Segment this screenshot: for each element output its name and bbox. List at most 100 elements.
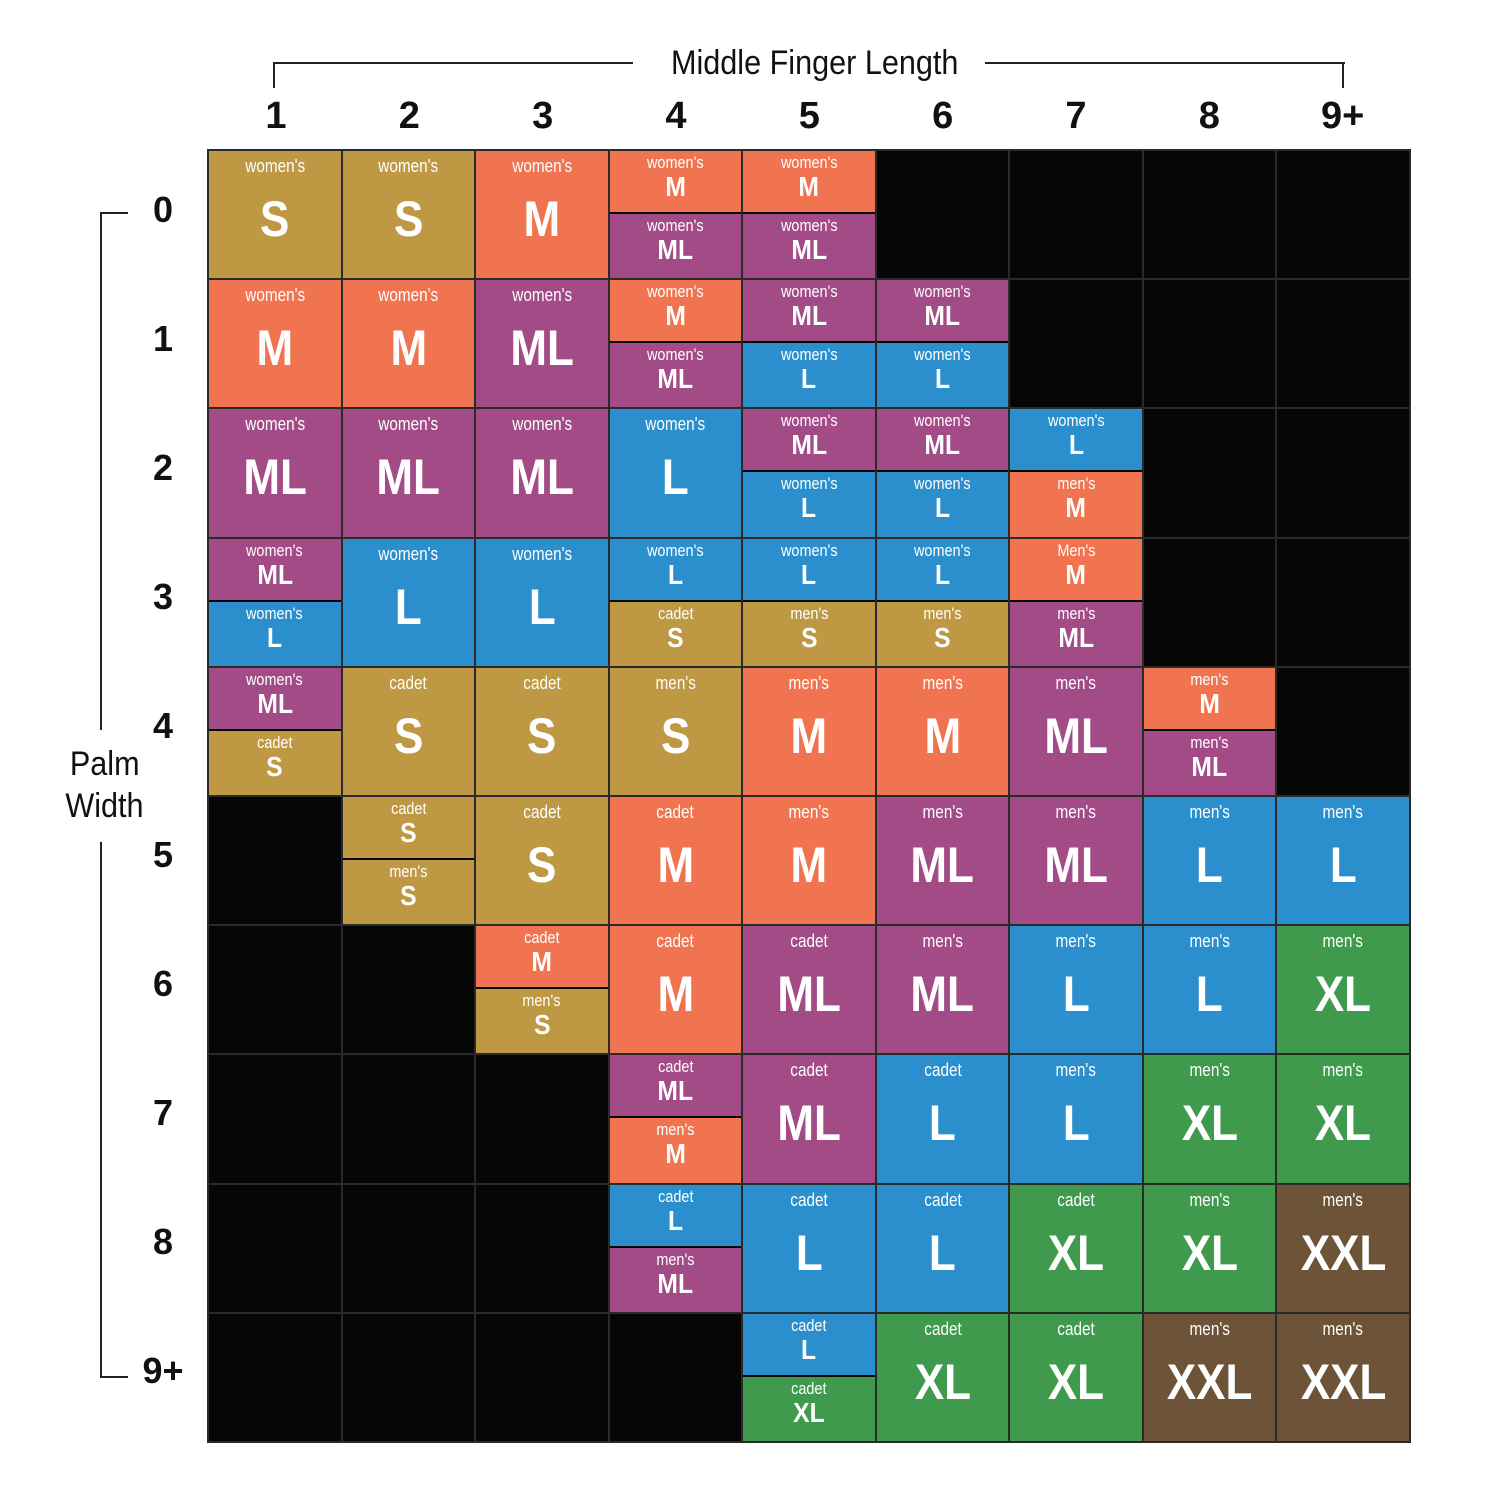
brand-label: men's <box>655 672 696 693</box>
row-header: 7 <box>152 1092 174 1133</box>
brand-label: men's <box>788 801 830 822</box>
brand-label: men's <box>1057 603 1096 623</box>
size-label: ML <box>657 234 694 265</box>
empty-cell <box>1277 667 1409 795</box>
size-entry: men's ML <box>1143 730 1276 795</box>
size-label: S <box>393 707 423 764</box>
size-entry: women's ML <box>342 409 475 537</box>
size-entry: women's ML <box>743 409 875 471</box>
column-header: 3 <box>532 95 554 137</box>
size-entry: men's M <box>743 796 875 925</box>
size-label: ML <box>243 449 307 506</box>
size-cell: cadet S <box>476 796 608 925</box>
empty-cell <box>1143 538 1276 666</box>
size-cell: men's XL <box>1277 926 1409 1054</box>
size-cell: men's L <box>1143 926 1276 1054</box>
size-entry: men's XXL <box>1277 1184 1409 1312</box>
brand-label: men's <box>1323 1060 1364 1081</box>
size-label: S <box>266 750 283 782</box>
size-entry: women's ML <box>209 538 341 600</box>
empty-cell <box>1277 280 1409 408</box>
empty-cell <box>609 1313 742 1441</box>
brand-label: women's <box>1047 411 1105 431</box>
size-entry: cadet M <box>609 796 742 925</box>
column-header: 9+ <box>1320 95 1365 137</box>
size-cell: men's L <box>1143 796 1276 925</box>
size-entry: men's M <box>1143 667 1276 729</box>
size-cell: cadet XL <box>1010 1313 1142 1441</box>
size-entry: women's M <box>609 280 742 342</box>
size-entry: men's ML <box>1010 667 1142 795</box>
size-entry: women's S <box>209 151 341 279</box>
size-entry: women's L <box>609 538 742 600</box>
brand-label: women's <box>244 156 305 176</box>
size-entry: women's L <box>209 601 341 666</box>
brand-label: cadet <box>790 1189 828 1210</box>
size-label: M <box>798 171 820 202</box>
size-cell: men's ML <box>1010 667 1142 795</box>
size-cell: cadet M <box>609 926 742 1054</box>
size-label: L <box>528 578 556 635</box>
size-label: L <box>795 1224 823 1281</box>
size-entry: women's ML <box>209 667 341 729</box>
brand-label: men's <box>1189 1318 1230 1339</box>
brand-label: men's <box>923 603 962 623</box>
top-bracket-right-tick <box>1342 62 1344 88</box>
column-header: 4 <box>665 95 687 137</box>
size-cell: cadet XL <box>1010 1184 1142 1312</box>
brand-label: women's <box>780 540 838 560</box>
size-label: M <box>1199 687 1220 719</box>
size-entry: women's M <box>476 151 608 279</box>
size-entry: women's ML <box>609 343 742 408</box>
brand-label: men's <box>1189 1060 1230 1081</box>
size-entry: men's M <box>609 1118 742 1183</box>
brand-label: women's <box>780 282 838 302</box>
brand-label: women's <box>647 282 704 302</box>
size-entry: men's M <box>1010 472 1142 537</box>
size-entry: men's ML <box>1010 796 1142 925</box>
size-entry: cadet XL <box>876 1313 1009 1441</box>
size-label: XXL <box>1166 1353 1253 1410</box>
size-label: L <box>667 558 683 590</box>
size-label: ML <box>777 966 841 1023</box>
size-entry: cadet L <box>609 1184 742 1246</box>
size-cell: cadet M <box>609 796 742 925</box>
brand-label: women's <box>645 414 706 435</box>
size-label: L <box>661 449 689 506</box>
left-bracket-top-tick <box>100 212 128 214</box>
brand-label: cadet <box>523 801 561 822</box>
size-entry: men's ML <box>876 796 1009 925</box>
size-entry: cadet S <box>476 667 608 795</box>
size-cell: women's ML women's L <box>743 280 875 408</box>
size-entry: men's S <box>342 859 475 925</box>
brand-label: cadet <box>257 732 293 752</box>
size-label: L <box>1062 966 1090 1023</box>
size-entry: women's M <box>209 280 341 408</box>
brand-label: cadet <box>524 928 560 948</box>
size-label: S <box>393 191 423 247</box>
size-entry: cadet S <box>342 667 475 795</box>
row-header: 2 <box>152 447 174 488</box>
size-cell: women's ML women's L <box>743 409 875 537</box>
size-label: XL <box>1181 1095 1238 1152</box>
size-label: L <box>667 1204 683 1236</box>
column-header: 2 <box>398 95 420 137</box>
brand-label: men's <box>1189 801 1230 822</box>
brand-label: women's <box>244 285 305 306</box>
brand-label: cadet <box>390 798 427 818</box>
size-label: L <box>801 363 817 395</box>
size-entry: cadet L <box>743 1313 875 1375</box>
brand-label: women's <box>378 285 439 306</box>
size-label: ML <box>1058 621 1094 653</box>
brand-label: men's <box>1057 474 1096 494</box>
brand-label: women's <box>511 156 572 176</box>
size-label: M <box>256 320 294 377</box>
size-entry: women's L <box>876 472 1009 537</box>
brand-label: women's <box>647 153 704 172</box>
size-cell: cadet L <box>876 1055 1009 1183</box>
